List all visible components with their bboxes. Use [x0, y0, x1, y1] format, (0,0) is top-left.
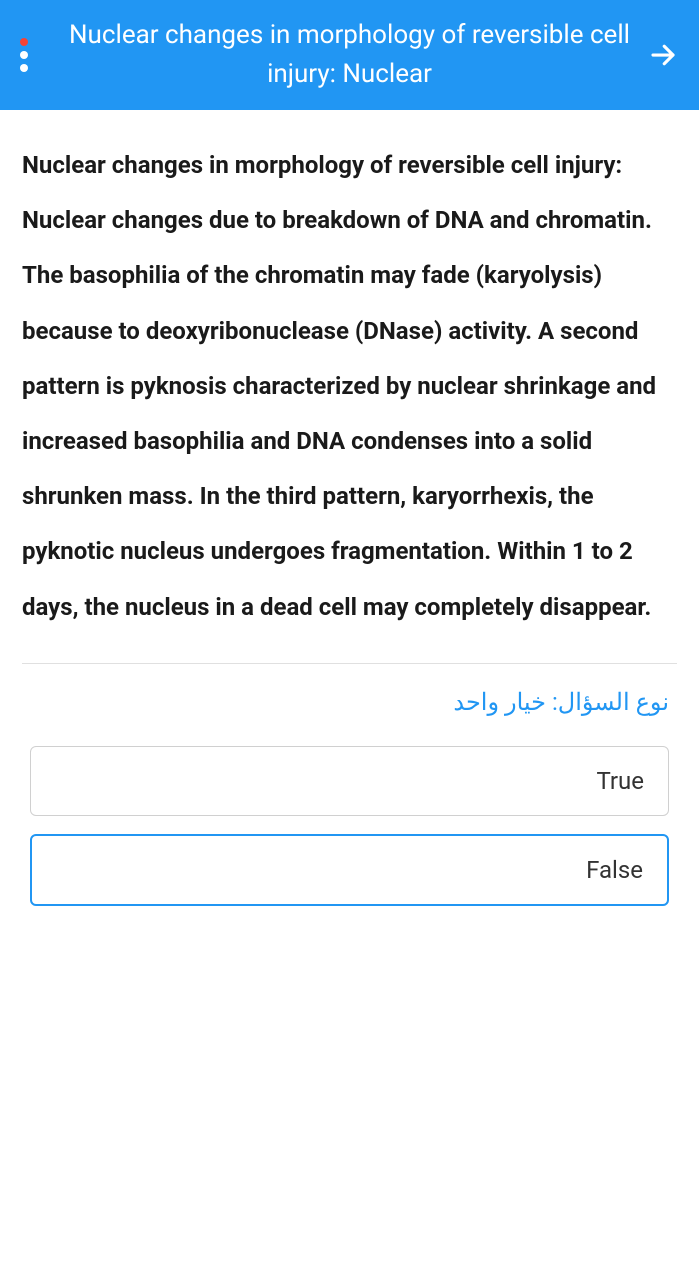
forward-arrow-icon[interactable]	[647, 39, 679, 71]
options-container: True False	[22, 746, 677, 906]
option-false[interactable]: False	[30, 834, 669, 906]
question-type-label: نوع السؤال: خيار واحد	[22, 688, 677, 716]
dot	[20, 64, 28, 72]
option-true[interactable]: True	[30, 746, 669, 816]
app-header: Nuclear changes in morphology of reversi…	[0, 0, 699, 110]
dot	[20, 51, 28, 59]
content-area: Nuclear changes in morphology of reversi…	[0, 110, 699, 906]
menu-icon[interactable]	[20, 38, 28, 72]
divider	[22, 663, 677, 664]
dot-accent	[20, 38, 28, 46]
question-text: Nuclear changes in morphology of reversi…	[22, 138, 677, 635]
page-title: Nuclear changes in morphology of reversi…	[52, 16, 647, 94]
